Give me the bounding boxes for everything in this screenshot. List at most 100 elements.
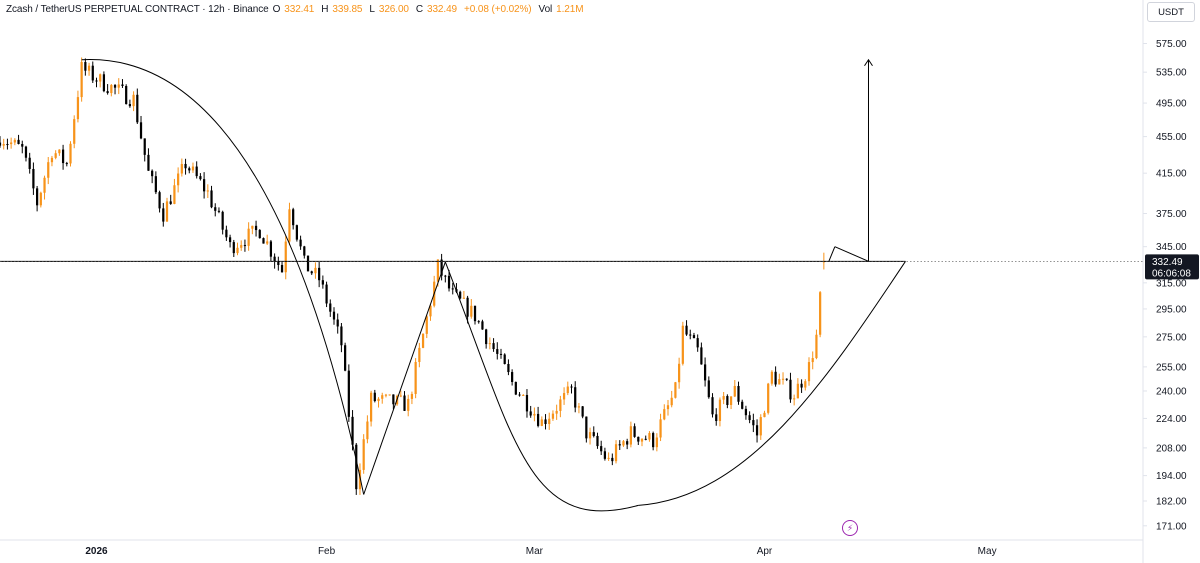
candle-body <box>314 267 317 274</box>
candle-body <box>266 241 269 244</box>
candle-body <box>796 383 799 399</box>
candle-body <box>603 451 607 459</box>
candle-body <box>425 316 428 334</box>
y-tick-label: 575.00 <box>1156 39 1187 50</box>
candle-body <box>13 139 16 143</box>
x-tick-label: Apr <box>757 546 773 557</box>
candle-body <box>436 259 440 282</box>
candle-body <box>351 416 354 445</box>
candle-body <box>785 378 788 380</box>
candle-body <box>199 176 202 180</box>
candle-body <box>410 393 414 399</box>
candle-body <box>151 170 154 177</box>
candle-body <box>310 271 313 274</box>
candle-body <box>165 201 169 222</box>
candle-body <box>232 242 235 254</box>
candle-body <box>726 396 729 405</box>
lightning-icon[interactable]: ⚡ <box>842 520 858 536</box>
candle-body <box>121 84 124 87</box>
grid <box>0 0 1144 563</box>
y-tick-label: 182.00 <box>1156 497 1187 508</box>
candle-body <box>284 241 287 273</box>
rise-line[interactable] <box>363 261 446 495</box>
candle-body <box>618 444 621 446</box>
candle-body <box>793 398 796 400</box>
candle-body <box>674 382 677 398</box>
candle-body <box>407 398 410 411</box>
cup-left-curve[interactable] <box>444 261 639 512</box>
candle-body <box>295 225 298 240</box>
candle-body <box>80 62 83 98</box>
y-tick-label: 275.00 <box>1156 332 1187 343</box>
x-tick-label: 2026 <box>85 546 108 557</box>
candle-body <box>154 176 157 193</box>
left-arc[interactable] <box>81 59 365 495</box>
candle-body <box>76 97 80 120</box>
candle-body <box>236 247 239 254</box>
candle-body <box>492 343 495 350</box>
candle-body <box>481 321 484 330</box>
candle-body <box>288 209 291 242</box>
candle-body <box>811 358 814 363</box>
candle-body <box>596 435 599 447</box>
y-tick-label: 315.00 <box>1156 278 1187 289</box>
y-tick-label: 495.00 <box>1156 99 1187 110</box>
candle-body <box>807 362 811 382</box>
candle-body <box>507 363 510 373</box>
candle-body <box>184 163 187 169</box>
last-price-value: 332.49 <box>1152 257 1183 268</box>
symbol-title[interactable]: Zcash / TetherUS PERPETUAL CONTRACT · 12… <box>6 4 269 15</box>
candle-body <box>292 209 295 226</box>
candle-body <box>381 395 384 399</box>
candle-body <box>355 444 358 490</box>
candle-body <box>459 291 462 299</box>
candle-body <box>110 85 113 94</box>
cup-right-curve[interactable] <box>638 261 906 506</box>
currency-unit-button[interactable]: USDT <box>1147 2 1195 22</box>
candle-body <box>240 245 243 248</box>
candle-body <box>540 419 543 426</box>
candle-body <box>533 413 536 416</box>
candle-body <box>35 188 39 206</box>
y-tick-label: 240.00 <box>1156 386 1187 397</box>
candle-body <box>188 168 191 171</box>
candle-body <box>659 419 662 438</box>
candle-body <box>228 237 232 243</box>
candle-body <box>2 144 5 146</box>
candle-body <box>607 457 610 459</box>
candle-body <box>447 275 451 289</box>
y-tick-label: 295.00 <box>1156 304 1187 315</box>
candle-body <box>581 406 584 417</box>
candle-body <box>177 173 180 186</box>
symbol-legend: Zcash / TetherUS PERPETUAL CONTRACT · 12… <box>6 4 586 15</box>
volume-label: Vol <box>538 4 553 15</box>
candle-body <box>414 361 417 394</box>
candle-body <box>477 321 480 323</box>
volume-value: 1.21M <box>556 4 584 15</box>
candle-body <box>50 157 54 163</box>
candle-body <box>644 438 647 440</box>
candle-body <box>373 392 376 402</box>
candle-body <box>759 417 762 436</box>
candle-body <box>592 432 595 436</box>
candle-body <box>251 225 254 229</box>
candle-body <box>774 371 777 385</box>
candle-body <box>32 168 35 189</box>
candle-body <box>577 406 581 408</box>
candle-body <box>440 259 443 276</box>
candle-body <box>358 469 362 490</box>
candle-body <box>91 65 94 81</box>
candle-body <box>180 163 183 174</box>
candle-body <box>269 241 273 257</box>
candle-body <box>611 457 614 462</box>
candle-body <box>113 85 117 88</box>
y-tick-label: 415.00 <box>1156 169 1187 180</box>
candle-body <box>217 210 221 212</box>
candle-body <box>640 438 644 442</box>
candle-body <box>466 297 469 317</box>
candle-body <box>767 383 770 413</box>
candle-body <box>663 409 666 420</box>
candle-body <box>262 238 265 244</box>
